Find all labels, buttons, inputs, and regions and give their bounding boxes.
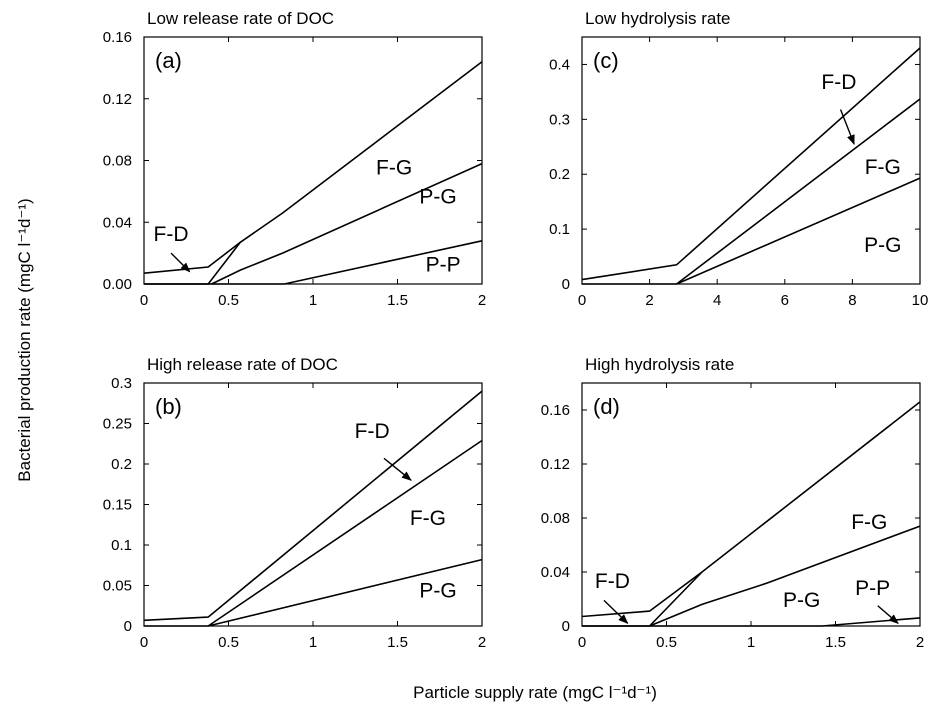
x-tick-label: 1 (747, 634, 755, 651)
x-tick-label: 6 (781, 292, 789, 309)
x-tick-label: 2 (916, 634, 924, 651)
series-line-1 (143, 61, 483, 274)
series-line-1 (581, 47, 921, 281)
arrow-annotation (877, 605, 899, 624)
series-line-3 (649, 525, 921, 627)
y-tick-label: 0.25 (103, 416, 132, 433)
region-label-p-g: P-G (864, 234, 901, 257)
y-tick-label: 0.4 (549, 56, 570, 73)
panel-title: Low release rate of DOC (147, 9, 334, 28)
panel-title: Low hydrolysis rate (585, 9, 731, 28)
panel-c: Low hydrolysis rate (c) 0 2 4 6 8 10 0 0.1 0.2 0.3 0… (549, 9, 928, 309)
region-label-f-g: F-G (376, 156, 412, 179)
series-line-3 (676, 177, 921, 285)
x-tick-label: 0.5 (218, 292, 239, 309)
x-tick-label: 1 (309, 292, 317, 309)
y-tick-label: 0.2 (111, 456, 132, 473)
region-label-f-g: F-G (865, 156, 901, 179)
x-tick-label: 2 (645, 292, 653, 309)
arrow-annotation (383, 457, 412, 481)
y-tick-label: 0.3 (111, 375, 132, 392)
x-tick-label: 0.5 (656, 634, 677, 651)
plot-frame (143, 36, 483, 285)
y-tick-label: 0.3 (549, 111, 570, 128)
panel-letter: (a) (155, 48, 182, 73)
arrow-annotation (170, 252, 191, 273)
region-label-p-p: P-P (426, 254, 461, 277)
region-label-p-p: P-P (855, 577, 890, 600)
x-tick-label: 0 (140, 292, 148, 309)
arrow-annotation (603, 599, 629, 624)
panel-title: High release rate of DOC (147, 355, 338, 374)
panel-letter: (d) (593, 394, 620, 419)
x-axis-title: Particle supply rate (mgC l⁻¹d⁻¹) (413, 683, 657, 702)
y-tick-label: 0 (124, 618, 132, 635)
y-tick-label: 0.2 (549, 166, 570, 183)
arrow-annotation (839, 109, 855, 145)
x-tick-label: 0 (578, 292, 586, 309)
y-tick-label: 0.08 (103, 153, 132, 170)
x-tick-label: 0.5 (218, 634, 239, 651)
region-label-p-g: P-G (419, 580, 456, 603)
x-tick-label: 1 (309, 634, 317, 651)
y-tick-label: 0.04 (103, 214, 132, 231)
series-line-1 (581, 401, 921, 618)
panel-title: High hydrolysis rate (585, 355, 734, 374)
y-tick-label: 0.16 (103, 29, 132, 46)
region-label-p-g: P-G (419, 186, 456, 209)
y-tick-label: 0.1 (111, 537, 132, 554)
panel-letter: (c) (593, 48, 619, 73)
x-tick-label: 2 (478, 634, 486, 651)
x-tick-label: 1.5 (825, 634, 846, 651)
panel-a: Low release rate of DOC (a) 0 0.5 1 1.5 2 0.00 0… (103, 9, 486, 309)
x-tick-label: 2 (478, 292, 486, 309)
x-tick-label: 0 (140, 634, 148, 651)
y-tick-label: 0.16 (541, 402, 570, 419)
y-tick-label: 0 (562, 618, 570, 635)
y-tick-label: 0.04 (541, 564, 570, 581)
region-label-f-d: F-D (154, 223, 189, 246)
y-tick-label: 0 (562, 276, 570, 293)
region-label-f-d: F-D (595, 570, 630, 593)
series-line-3 (208, 558, 483, 627)
series-line-4 (582, 617, 921, 627)
x-tick-label: 8 (848, 292, 856, 309)
x-tick-label: 0 (578, 634, 586, 651)
region-label-f-g: F-G (851, 511, 887, 534)
y-tick-label: 0.05 (103, 578, 132, 595)
panel-b: High release rate of DOC (b) 0 0.5 1 1.5 2 0 0.0… (103, 355, 486, 651)
x-tick-label: 4 (713, 292, 721, 309)
y-tick-label: 0.1 (549, 221, 570, 238)
y-tick-label: 0.15 (103, 497, 132, 514)
panel-d: High hydrolysis rate (d) 0 0.5 1 1.5 2 0 0.04 0.0… (541, 355, 924, 651)
x-tick-label: 10 (912, 292, 929, 309)
y-tick-label: 0.12 (103, 91, 132, 108)
panel-letter: (b) (155, 394, 182, 419)
plot-frame (581, 36, 921, 285)
y-tick-label: 0.12 (541, 456, 570, 473)
y-tick-label: 0.08 (541, 510, 570, 527)
region-label-f-d: F-D (355, 420, 390, 443)
x-tick-label: 1.5 (387, 634, 408, 651)
region-label-f-d: F-D (821, 71, 856, 94)
x-tick-label: 1.5 (387, 292, 408, 309)
series-line-1 (143, 390, 483, 622)
region-label-p-g: P-G (783, 589, 820, 612)
region-label-f-g: F-G (410, 507, 446, 530)
y-axis-title: Bacterial production rate (mgC l⁻¹d⁻¹) (15, 198, 34, 481)
series-line-4 (144, 240, 483, 285)
y-tick-label: 0.00 (103, 276, 132, 293)
series-line-3 (211, 162, 483, 285)
